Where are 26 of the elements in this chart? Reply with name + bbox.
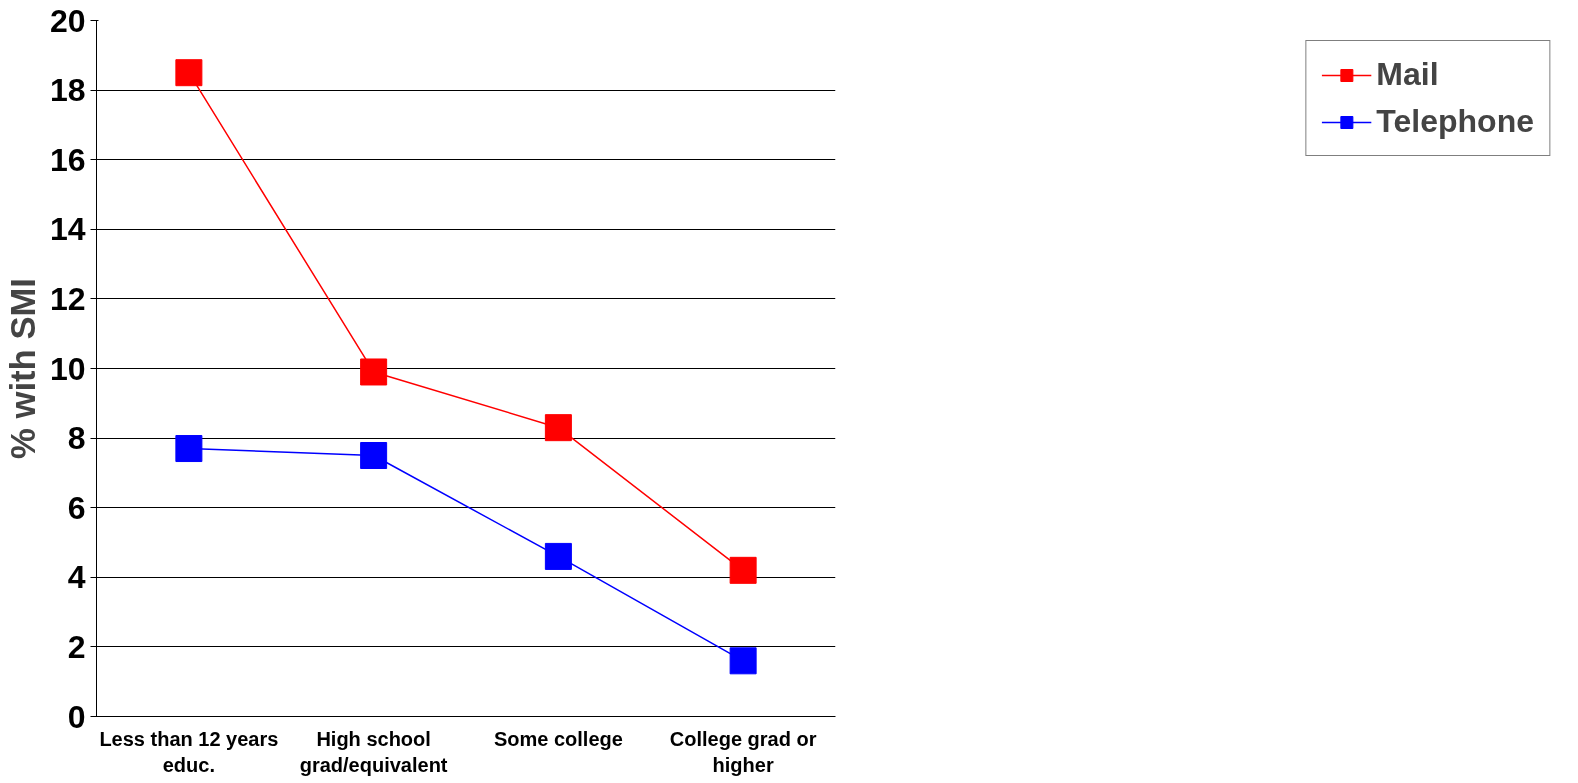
point — [175, 435, 203, 463]
y-tick-label: 14 — [49, 211, 86, 248]
legend-label: Mail — [1376, 56, 1439, 93]
point — [544, 414, 572, 442]
y-tick-label: 10 — [49, 350, 86, 387]
y-tick-label: 18 — [49, 72, 86, 109]
point — [544, 542, 572, 570]
x-tick-label: Less than 12 years educ. — [99, 727, 279, 776]
y-axis-title: % with SMI — [3, 278, 42, 459]
point — [729, 647, 757, 675]
legend-label: Telephone — [1376, 103, 1534, 140]
y-tick-label: 12 — [49, 280, 86, 317]
point — [175, 59, 203, 87]
y-tick-label: 16 — [49, 141, 86, 178]
y-tick-label: 0 — [67, 698, 86, 735]
y-tick-label: 6 — [67, 489, 86, 526]
y-tick-label: 8 — [67, 420, 86, 457]
y-tick-label: 4 — [67, 559, 86, 596]
point — [360, 442, 388, 469]
y-tick-label: 2 — [67, 628, 86, 665]
point — [729, 556, 757, 584]
x-tick-label: High school grad/equivalent — [299, 727, 448, 776]
x-tick-label: Some college — [493, 727, 623, 750]
point — [360, 358, 388, 386]
x-tick-label: College grad or higher — [669, 727, 817, 776]
y-tick-label: 20 — [49, 2, 86, 39]
